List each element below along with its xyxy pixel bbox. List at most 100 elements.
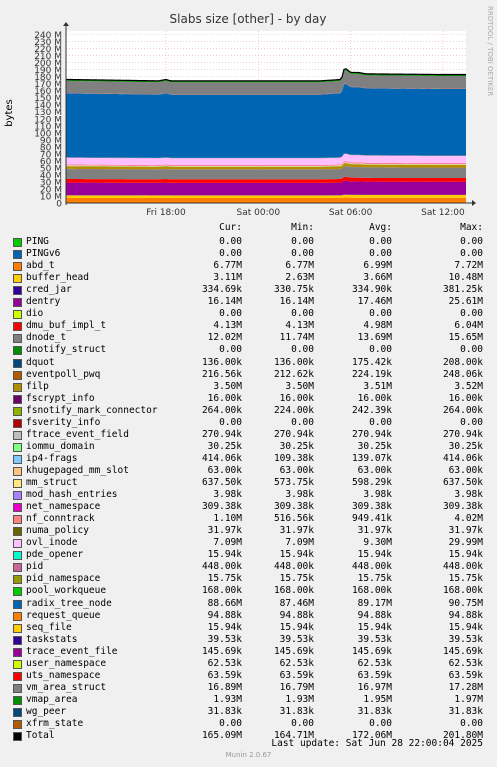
legend-avg: 9.30M	[363, 537, 392, 549]
legend-max: 3.52M	[454, 380, 483, 392]
legend-cur: 31.97k	[207, 525, 242, 537]
legend-max: 6.04M	[454, 320, 483, 332]
legend-avg: 0.00	[369, 416, 392, 428]
legend-min: 270.94k	[273, 428, 314, 440]
legend-row: fscrypt_info 16.00k 16.00k 16.00k 16.00k	[0, 393, 497, 405]
legend-name: vm_area_struct	[26, 681, 107, 693]
legend-max: 0.00	[460, 344, 483, 356]
legend-max: 15.65M	[448, 332, 483, 344]
legend-max: 7.72M	[454, 260, 483, 272]
legend-max: 0.00	[460, 236, 483, 247]
legend-name: nf_conntrack	[26, 513, 95, 525]
legend-name: pid_namespace	[26, 573, 101, 585]
legend-avg: 270.94k	[351, 428, 392, 440]
legend-swatch	[13, 683, 22, 693]
legend-max: 264.00k	[442, 404, 483, 416]
legend-cur: 136.00k	[201, 356, 242, 368]
legend-swatch	[13, 515, 22, 525]
legend-avg: 63.00k	[357, 464, 392, 476]
legend-cur: 0.00	[219, 248, 242, 260]
legend-max: 90.75M	[448, 597, 483, 609]
legend-cur: 1.93M	[213, 693, 242, 705]
legend-avg: 0.00	[369, 718, 392, 729]
legend-max: 381.25k	[442, 284, 483, 296]
legend-name: fsnotify_mark_connector	[26, 404, 158, 416]
y-tick-label: 110 M	[34, 122, 62, 132]
y-tick-label: 50 M	[40, 164, 62, 174]
legend-row: trace_event_file 145.69k 145.69k 145.69k 145…	[0, 646, 497, 658]
legend-row: vm_area_struct 16.89M 16.79M 16.97M 17.28M	[0, 682, 497, 694]
legend-min: 39.53k	[279, 633, 314, 645]
legend-swatch	[13, 563, 22, 573]
legend-cur: 88.66M	[207, 597, 242, 609]
legend-max: 15.94k	[448, 549, 483, 561]
legend-cur: 264.00k	[201, 404, 242, 416]
legend-swatch	[13, 454, 22, 464]
legend-swatch	[13, 238, 22, 247]
y-tick-labels: 010 M20 M30 M40 M50 M60 M70 M80 M90 M100…	[34, 31, 62, 209]
legend-row: user_namespace 62.53k 62.53k 62.53k 62.53k	[0, 658, 497, 670]
legend-row: PING 0.00 0.00 0.00 0.00	[0, 236, 497, 248]
legend-min: 0.00	[291, 248, 314, 260]
header-cur: Cur:	[219, 222, 242, 233]
legend-swatch	[13, 732, 22, 742]
legend-min: 168.00k	[273, 585, 314, 597]
legend-name: trace_event_file	[26, 645, 118, 657]
area-radix_tree_node	[66, 83, 466, 158]
legend-swatch	[13, 635, 22, 645]
legend-row: filp 3.50M 3.50M 3.51M 3.52M	[0, 381, 497, 393]
legend-cur: 62.53k	[207, 657, 242, 669]
legend-cur: 16.14M	[207, 296, 242, 308]
y-tick-label: 180 M	[34, 73, 62, 83]
legend-row: request_queue 94.88k 94.88k 94.88k 94.88k	[0, 610, 497, 622]
area-fsnotify_mark_connector	[66, 163, 466, 167]
area-nf_conntrack	[66, 161, 466, 166]
legend-swatch	[13, 250, 22, 260]
legend-avg: 0.00	[369, 344, 392, 356]
legend-name: PINGv6	[26, 248, 61, 260]
legend-avg: 39.53k	[357, 633, 392, 645]
legend-max: 15.94k	[448, 621, 483, 633]
legend-swatch	[13, 611, 22, 621]
legend-cur: 637.50k	[201, 477, 242, 488]
legend-cur: 0.00	[219, 308, 242, 320]
legend-max: 248.06k	[442, 368, 483, 380]
legend-swatch	[13, 671, 22, 681]
legend-max: 29.99M	[448, 537, 483, 549]
legend-row: dio 0.00 0.00 0.00 0.00	[0, 308, 497, 320]
legend-min: 63.59k	[279, 669, 314, 681]
legend-name: cred_jar	[26, 284, 72, 296]
legend-swatch	[13, 334, 22, 344]
y-tick-label: 220 M	[34, 45, 62, 55]
legend-avg: 334.90k	[351, 284, 392, 296]
legend-min: 94.88k	[279, 609, 314, 621]
y-tick-label: 90 M	[40, 136, 62, 146]
legend-name: seq_file	[26, 621, 72, 633]
legend-avg: 0.00	[369, 236, 392, 247]
x-tick-labels: Fri 18:00 Sat 00:00 Sat 06:00 Sat 12:00	[146, 208, 465, 218]
legend-name: ip4-frags	[26, 452, 78, 464]
y-tick-label: 240 M	[34, 31, 62, 41]
legend-name: dentry	[26, 296, 61, 308]
legend-row: fsverity_info 0.00 0.00 0.00 0.00	[0, 417, 497, 429]
legend-min: 31.83k	[279, 705, 314, 717]
legend-name: pid	[26, 561, 44, 573]
legend-swatch	[13, 659, 22, 669]
legend-min: 573.75k	[273, 477, 314, 488]
legend-cur: 7.09M	[213, 537, 242, 549]
legend-min: 224.00k	[273, 404, 314, 416]
area-cred_jar	[66, 194, 466, 196]
area-pid	[66, 153, 466, 159]
legend-name: pool_workqueue	[26, 585, 107, 597]
legend-max: 39.53k	[448, 633, 483, 645]
legend-cur: 39.53k	[207, 633, 242, 645]
legend-name: khugepaged_mm_slot	[26, 464, 129, 476]
legend-swatch	[13, 418, 22, 428]
x-tick-label: Sat 00:00	[237, 208, 281, 218]
legend-cur: 1.10M	[213, 513, 242, 525]
legend-row: dentry 16.14M 16.14M 17.46M 25.61M	[0, 296, 497, 308]
legend-cur: 309.38k	[201, 501, 242, 513]
legend-row: dnode_t 12.02M 11.74M 13.69M 15.65M	[0, 332, 497, 344]
legend-min: 164.71M	[273, 730, 314, 742]
legend-name: dio	[26, 308, 44, 320]
